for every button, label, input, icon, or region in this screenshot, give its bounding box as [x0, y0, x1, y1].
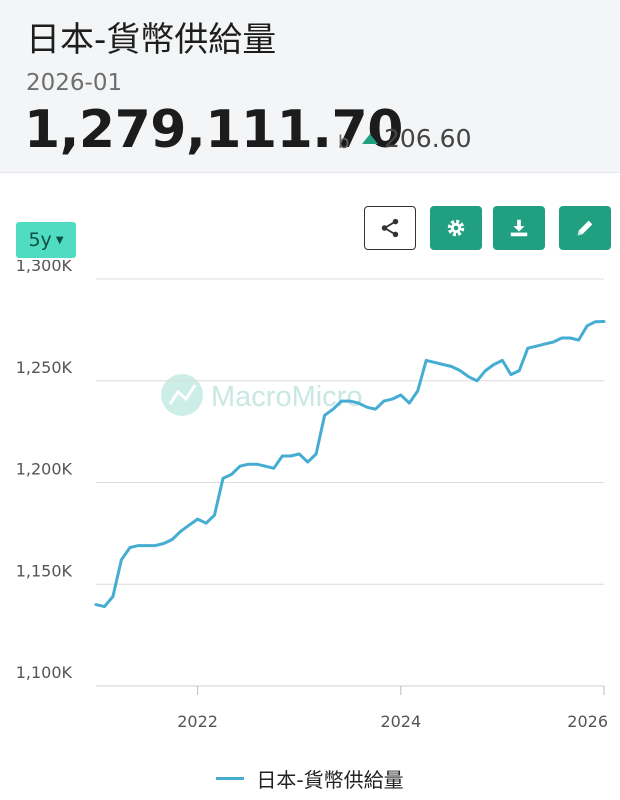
- page-title: 日本-貨幣供給量: [26, 20, 277, 60]
- money-supply-chart: MacroMicro 1,100K 1,150K 1,200K 1,250K 1,300K…: [16, 260, 608, 731]
- share-icon: [381, 218, 399, 238]
- caret-down-icon: ▼: [55, 234, 64, 246]
- watermark-text: MacroMicro: [211, 381, 362, 413]
- up-arrow-icon: [362, 133, 378, 144]
- series-line: [94, 320, 606, 609]
- gear-icon: [447, 219, 465, 237]
- x-tick-label: 2024: [380, 712, 421, 731]
- download-icon: [510, 219, 528, 237]
- y-tick-label: 1,200K: [16, 460, 73, 479]
- change-amount: 206.60: [384, 124, 472, 153]
- latest-value: 1,279,111.70: [24, 100, 403, 160]
- settings-button[interactable]: [430, 206, 482, 250]
- legend-label: 日本-貨幣供給量: [256, 768, 404, 792]
- y-tick-label: 1,150K: [16, 561, 73, 580]
- watermark-logo: [161, 374, 203, 416]
- latest-date: 2026-01: [26, 70, 123, 96]
- y-tick-label: 1,300K: [16, 260, 73, 275]
- download-button[interactable]: [493, 206, 545, 250]
- legend-line-swatch: [216, 777, 245, 780]
- y-tick-label: 1,100K: [16, 663, 73, 682]
- y-tick-label: 1,250K: [16, 358, 73, 377]
- indicator-header: 日本-貨幣供給量 2026-01 1,279,111.70 b 206.60: [0, 0, 620, 173]
- pencil-icon: [577, 220, 593, 236]
- x-tick-label: 2022: [177, 712, 218, 731]
- edit-button[interactable]: [559, 206, 611, 250]
- share-button[interactable]: [364, 206, 416, 250]
- value-unit: b: [338, 132, 350, 153]
- value-change: 206.60: [362, 124, 471, 153]
- x-tick-label: 2026: [567, 712, 608, 731]
- chart-legend[interactable]: 日本-貨幣供給量: [0, 764, 620, 793]
- time-range-label: 5y: [28, 229, 52, 251]
- watermark-logo-mark: [168, 384, 197, 405]
- time-range-dropdown[interactable]: 5y ▼: [16, 222, 76, 258]
